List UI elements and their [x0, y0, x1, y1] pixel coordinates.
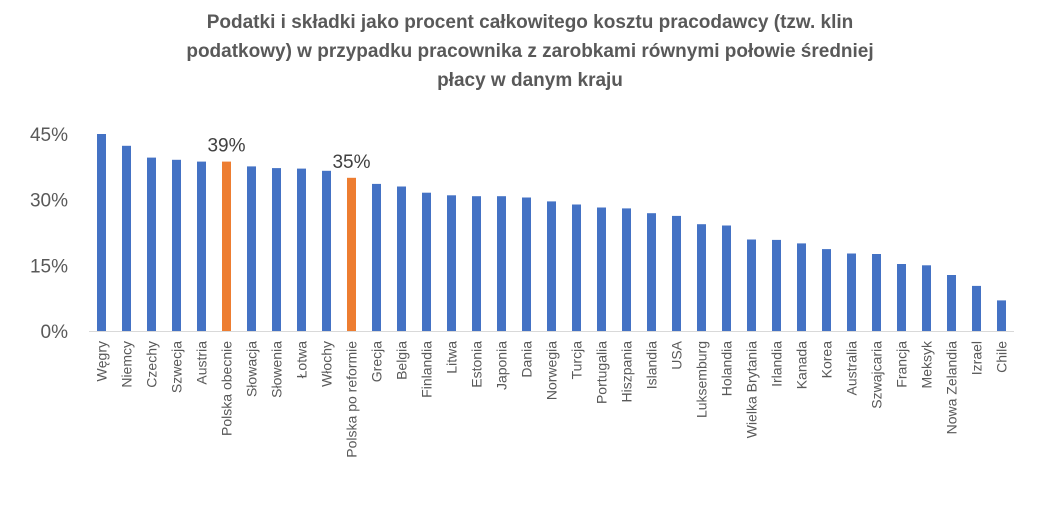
bar	[172, 159, 181, 331]
x-tick-label: Portugalia	[594, 341, 610, 404]
bar	[772, 239, 781, 331]
bar	[522, 197, 531, 331]
x-tick-label: Austria	[194, 341, 210, 385]
x-tick-label: USA	[669, 340, 685, 369]
y-tick-label: 15%	[30, 256, 68, 277]
y-tick-label: 30%	[30, 191, 68, 212]
bar	[822, 249, 831, 331]
bar	[647, 213, 656, 331]
bar	[497, 196, 506, 331]
x-tick-label: Szwecja	[169, 341, 185, 393]
bar	[922, 265, 931, 331]
x-tick-label: Meksyk	[919, 340, 935, 388]
x-tick-label: Belgia	[394, 341, 410, 380]
x-tick-label: Dania	[519, 341, 535, 378]
y-tick-label: 0%	[41, 322, 69, 343]
bar	[397, 186, 406, 331]
bar	[247, 166, 256, 331]
x-tick-label: Czechy	[144, 341, 160, 388]
x-tick-label: Estonia	[469, 341, 485, 388]
x-tick-label: Holandia	[719, 341, 735, 396]
x-tick-label: Polska obecnie	[219, 341, 235, 436]
y-tick-label: 45%	[30, 125, 68, 146]
chart-title-line-2: podatkowy) w przypadku pracownika z zaro…	[186, 41, 874, 62]
bar	[997, 300, 1006, 331]
x-tick-label: Łotwa	[294, 341, 310, 379]
x-tick-label: Finlandia	[419, 341, 435, 398]
bar	[547, 201, 556, 331]
bar	[747, 239, 756, 331]
bar	[297, 168, 306, 331]
chart-title-line-3: płacy w danym kraju	[437, 70, 623, 91]
bar	[222, 161, 231, 331]
x-tick-label: Islandia	[644, 341, 660, 389]
x-tick-label: Grecja	[369, 341, 385, 382]
x-tick-label: Słowenia	[269, 341, 285, 398]
bar	[322, 170, 331, 331]
x-tick-label: Niemcy	[119, 341, 135, 388]
bar	[472, 196, 481, 331]
bar	[572, 204, 581, 331]
bar	[97, 134, 106, 331]
bar	[622, 208, 631, 331]
x-tick-label: Izrael	[969, 341, 985, 375]
x-tick-label: Polska po reformie	[344, 341, 360, 458]
bar	[972, 285, 981, 331]
bar	[147, 157, 156, 331]
data-label: 35%	[332, 152, 370, 173]
bar	[197, 161, 206, 331]
x-tick-label: Japonia	[494, 341, 510, 390]
chart-title: Podatki i składki jako procent całkowite…	[100, 8, 960, 95]
x-tick-label: Korea	[819, 341, 835, 379]
bar	[272, 168, 281, 331]
bar	[372, 183, 381, 331]
x-tick-label: Słowacja	[244, 341, 260, 397]
data-label: 39%	[207, 136, 245, 157]
bar	[897, 264, 906, 331]
x-tick-label: Luksemburg	[694, 341, 710, 418]
x-tick-label: Turcja	[569, 341, 585, 380]
x-tick-label: Australia	[844, 341, 860, 396]
x-tick-label: Norwegia	[544, 341, 560, 400]
bar	[847, 253, 856, 331]
bar	[947, 275, 956, 331]
bar	[447, 195, 456, 331]
x-tick-label: Francja	[894, 341, 910, 388]
bar	[697, 224, 706, 331]
bar	[422, 192, 431, 331]
x-tick-label: Litwa	[444, 341, 460, 374]
x-tick-label: Chile	[994, 341, 1010, 373]
x-tick-label: Nowa Zelandia	[944, 341, 960, 435]
bar	[722, 225, 731, 331]
x-tick-label: Szwajcaria	[869, 341, 885, 409]
bar	[347, 177, 356, 331]
x-tick-label: Włochy	[319, 341, 335, 387]
x-tick-label: Węgry	[94, 341, 110, 381]
bar	[122, 145, 131, 331]
chart-title-line-1: Podatki i składki jako procent całkowite…	[206, 12, 854, 33]
x-tick-label: Hiszpania	[619, 341, 635, 403]
bar	[597, 207, 606, 331]
bar	[672, 215, 681, 331]
bar	[797, 243, 806, 331]
bar	[872, 254, 881, 331]
x-tick-label: Kanada	[794, 341, 810, 389]
x-tick-label: Wielka Brytania	[744, 341, 760, 438]
x-tick-label: Irlandia	[769, 341, 785, 387]
